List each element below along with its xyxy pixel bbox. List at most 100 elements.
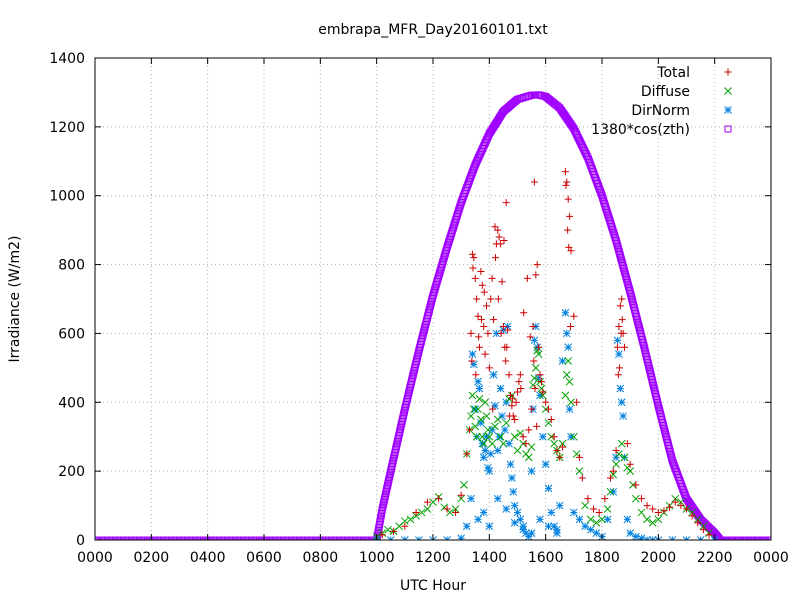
series-point bbox=[615, 364, 623, 372]
series-point bbox=[575, 453, 583, 461]
series-point bbox=[482, 432, 491, 441]
series-point bbox=[491, 422, 499, 431]
series-point bbox=[483, 302, 491, 310]
series-point bbox=[553, 525, 561, 534]
series-point bbox=[477, 267, 485, 275]
series-point bbox=[616, 384, 625, 393]
series-point bbox=[525, 426, 533, 434]
series-point bbox=[541, 460, 550, 469]
series-point bbox=[620, 453, 629, 462]
series-point bbox=[477, 316, 485, 324]
series-point bbox=[423, 498, 431, 506]
series-point bbox=[470, 254, 478, 262]
series-point bbox=[617, 398, 626, 407]
series-point bbox=[530, 178, 538, 186]
series-point bbox=[688, 512, 696, 520]
series-point bbox=[467, 494, 475, 503]
series-point bbox=[478, 439, 487, 448]
legend-marker bbox=[724, 125, 732, 133]
series-point bbox=[497, 240, 505, 248]
series-point bbox=[612, 460, 620, 469]
series-point bbox=[489, 370, 498, 379]
series-point bbox=[467, 412, 475, 420]
series-point bbox=[516, 371, 524, 379]
series-point bbox=[564, 343, 573, 352]
x-tick-label: 2200 bbox=[697, 550, 733, 566]
series-point bbox=[606, 487, 615, 496]
series-point bbox=[443, 505, 451, 513]
y-tick-label: 1200 bbox=[49, 120, 85, 136]
series-point bbox=[493, 415, 502, 424]
data-marks bbox=[95, 91, 771, 540]
series-point bbox=[683, 505, 690, 513]
series-point bbox=[573, 398, 581, 406]
series-point bbox=[613, 336, 622, 345]
series-point bbox=[514, 388, 521, 396]
series-point bbox=[489, 405, 497, 413]
series-point bbox=[472, 432, 481, 441]
series-point bbox=[523, 274, 531, 282]
series-point bbox=[534, 350, 543, 358]
series-point bbox=[537, 384, 546, 393]
series-point bbox=[544, 484, 553, 493]
y-tick-label: 600 bbox=[58, 326, 85, 342]
series-point bbox=[616, 302, 624, 310]
x-tick-label: 0000 bbox=[753, 550, 789, 566]
series-point bbox=[570, 312, 578, 320]
series-point bbox=[648, 518, 657, 527]
series-point bbox=[498, 278, 506, 286]
series-point bbox=[621, 343, 629, 351]
series-point bbox=[508, 395, 516, 403]
series-point bbox=[509, 487, 518, 496]
series-point bbox=[626, 460, 634, 468]
series-point bbox=[654, 508, 662, 516]
series-point bbox=[527, 529, 536, 537]
series-point bbox=[500, 425, 509, 434]
series-point bbox=[510, 518, 519, 527]
series-point bbox=[481, 446, 489, 455]
series-point bbox=[493, 494, 502, 503]
series-point bbox=[499, 439, 508, 448]
series-point bbox=[531, 385, 539, 393]
series-point bbox=[484, 463, 492, 472]
series-point bbox=[472, 371, 480, 379]
series-point bbox=[508, 402, 516, 410]
series-point bbox=[542, 398, 550, 406]
series-point bbox=[502, 505, 511, 513]
series-point bbox=[520, 309, 528, 317]
series-point bbox=[631, 532, 640, 540]
series-point bbox=[626, 529, 635, 537]
series-point bbox=[479, 439, 488, 448]
legend-marker bbox=[724, 68, 732, 76]
series-point bbox=[632, 481, 640, 489]
series-point bbox=[500, 236, 508, 244]
series-point bbox=[649, 505, 657, 513]
series-point bbox=[603, 505, 612, 513]
x-tick-label: 1600 bbox=[528, 550, 564, 566]
series-point bbox=[482, 412, 491, 420]
series-point bbox=[530, 374, 539, 383]
series-point bbox=[457, 491, 465, 499]
series-0 bbox=[378, 168, 713, 539]
series-point bbox=[401, 522, 409, 530]
legend-label: 1380*cos(zth) bbox=[591, 122, 690, 138]
series-point bbox=[513, 446, 522, 455]
series-point bbox=[492, 329, 501, 338]
series-point bbox=[496, 384, 505, 393]
series-point bbox=[539, 388, 547, 396]
series-point bbox=[522, 440, 530, 448]
series-point bbox=[384, 525, 392, 534]
legend-label: Total bbox=[656, 65, 690, 81]
series-point bbox=[504, 326, 512, 334]
x-tick-label: 2000 bbox=[641, 550, 677, 566]
series-point bbox=[474, 312, 482, 320]
series-point bbox=[555, 501, 564, 510]
series-point bbox=[496, 432, 505, 441]
series-point bbox=[529, 323, 537, 331]
series-point bbox=[488, 274, 496, 282]
series-point bbox=[466, 426, 474, 434]
y-tick-label: 1000 bbox=[49, 189, 85, 205]
series-point bbox=[457, 534, 466, 540]
series-point bbox=[637, 495, 645, 503]
series-point bbox=[515, 378, 523, 386]
